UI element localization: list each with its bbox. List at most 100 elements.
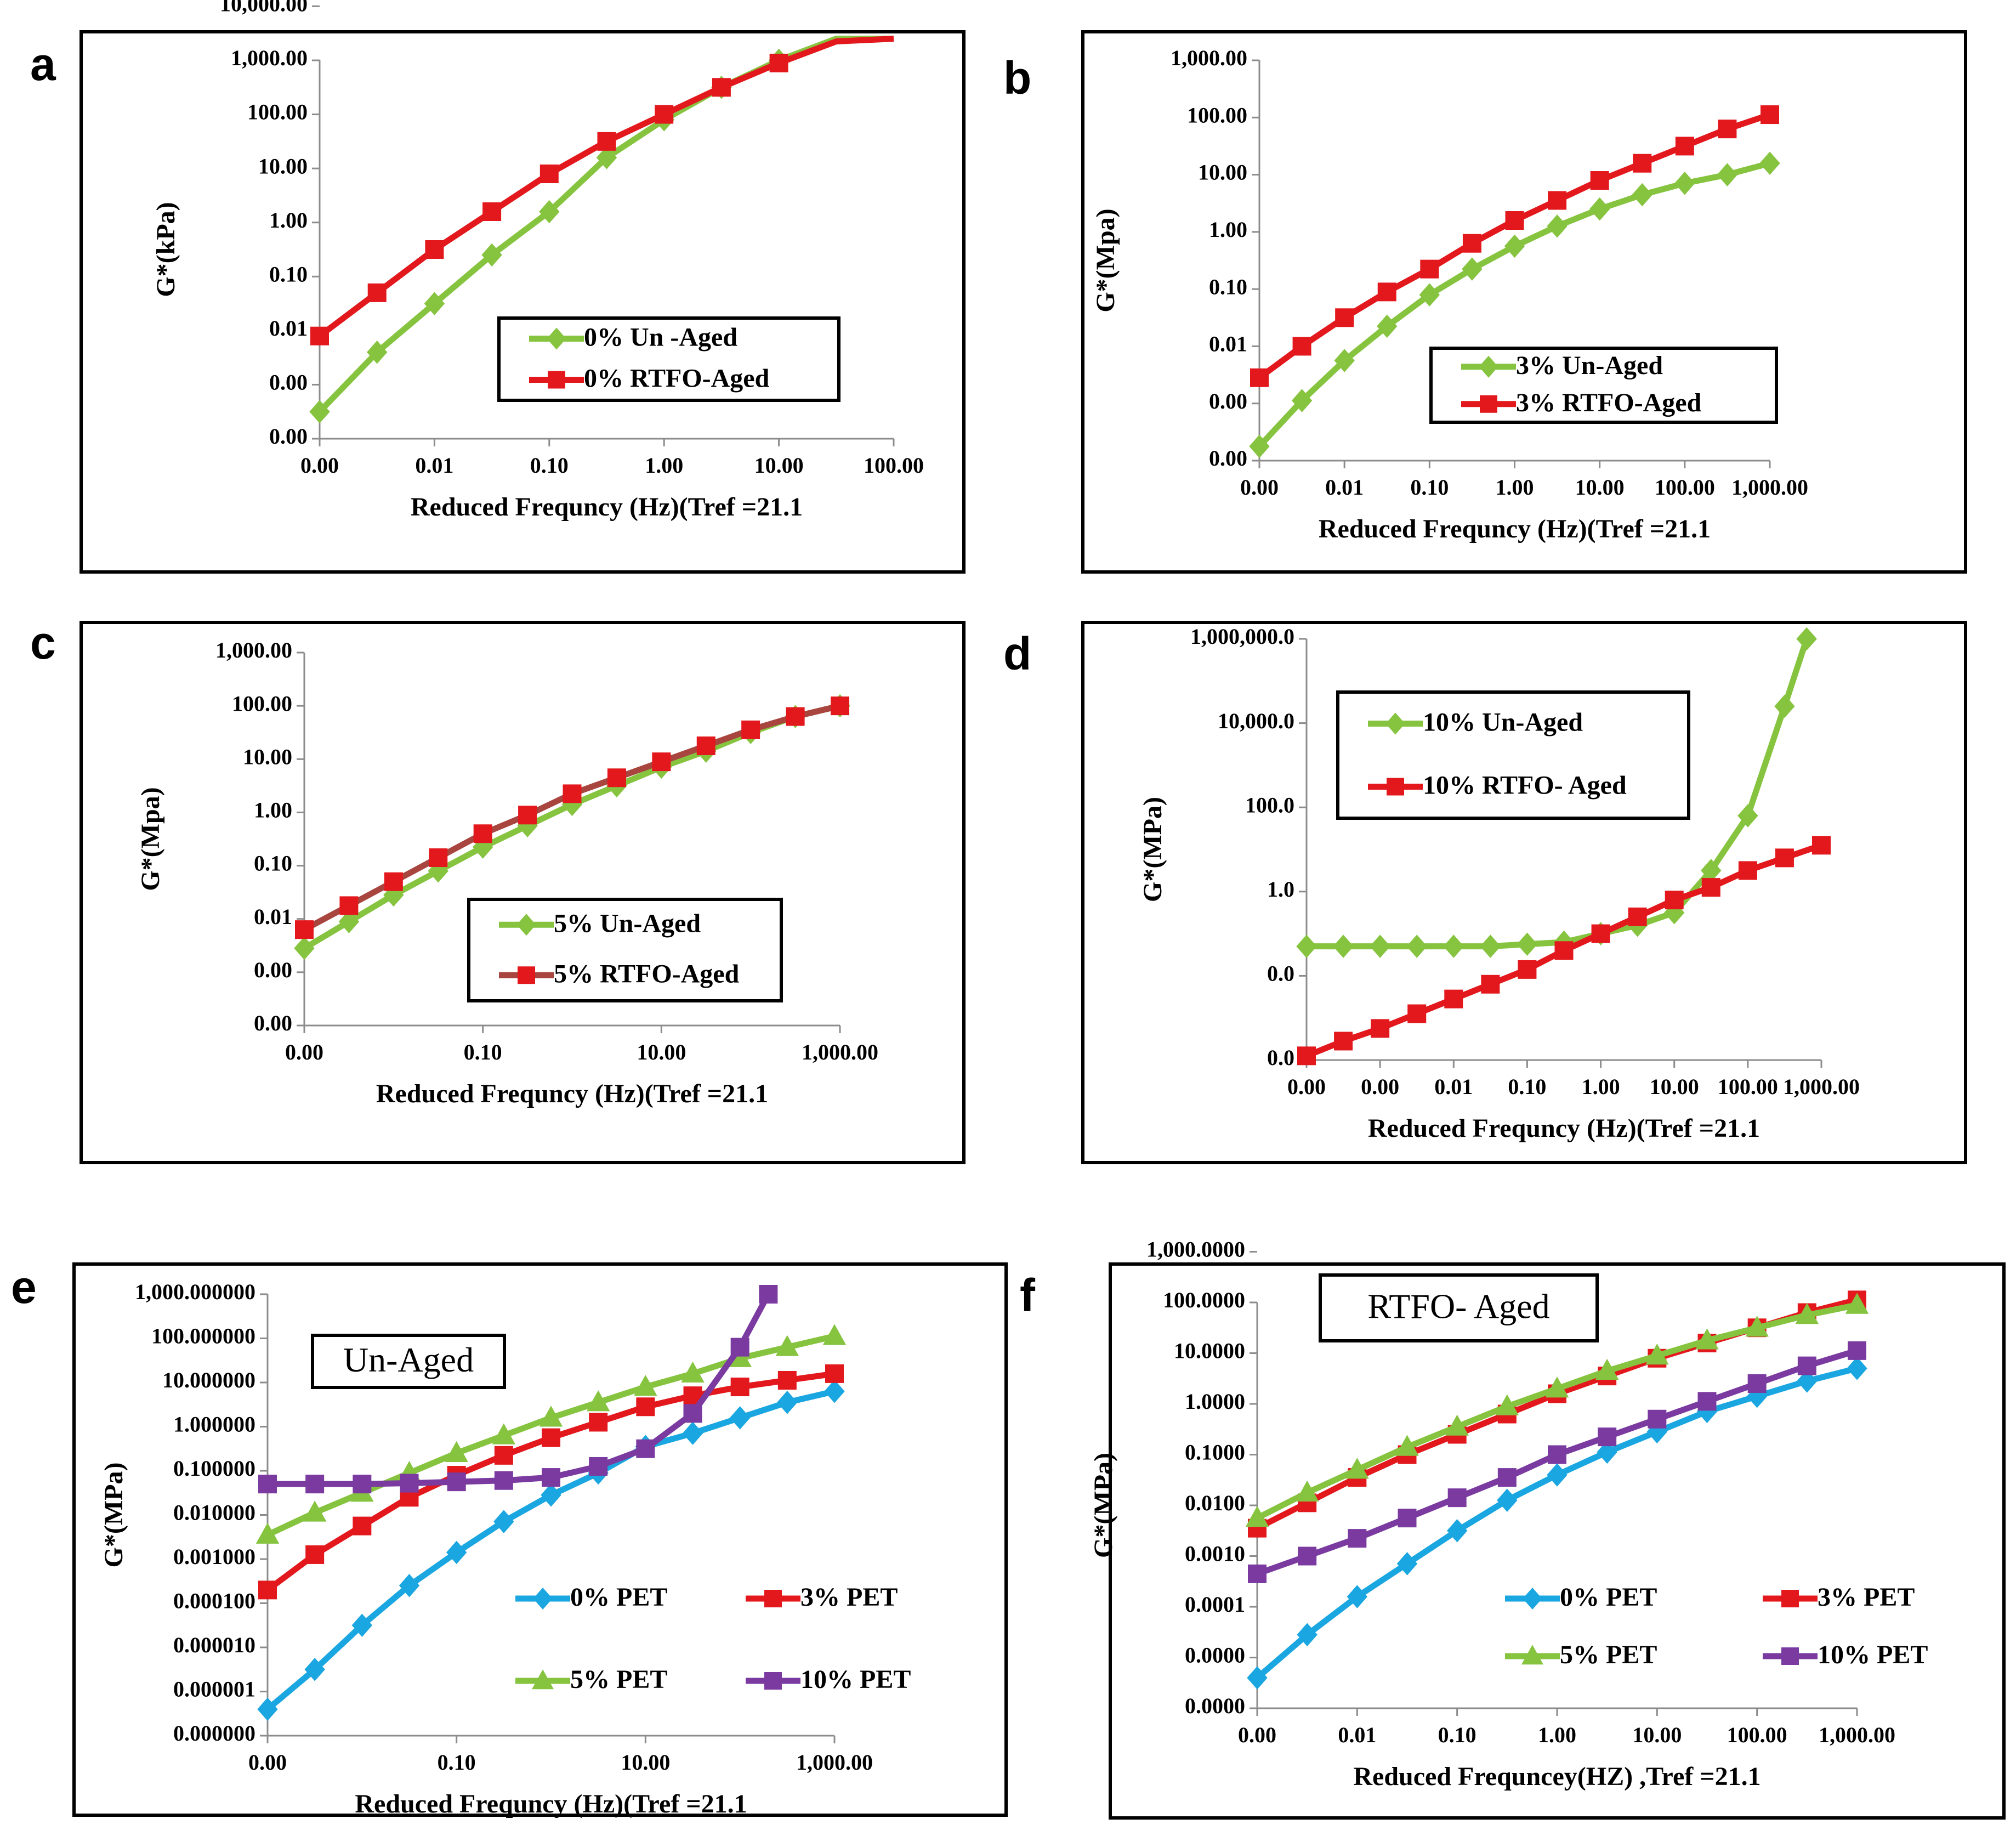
data-point: [1797, 1369, 1818, 1393]
data-point: [258, 1580, 277, 1600]
y-tick-label: 0.00: [1209, 446, 1247, 471]
y-tick-label: 10.000000: [162, 1368, 255, 1392]
data-point: [1248, 1564, 1267, 1583]
data-point: [1370, 934, 1390, 958]
legend-marker: [1480, 395, 1497, 413]
x-axis-title: Reduced Frequncy (Hz)(Tref =21.1: [376, 1079, 768, 1108]
data-point: [1462, 234, 1481, 253]
data-point: [1664, 900, 1685, 925]
data-point: [1446, 1519, 1468, 1543]
data-point: [825, 1364, 844, 1383]
data-point: [1443, 934, 1464, 958]
y-tick-label: 1.00: [254, 798, 292, 823]
data-point: [1297, 1623, 1318, 1647]
y-tick-label: 10.0000: [1174, 1339, 1245, 1363]
chart-panel-e: e0.0000000.0000010.0000100.0001000.00100…: [11, 1261, 1008, 1818]
legend-item: 10% PET: [746, 1665, 911, 1694]
data-point: [824, 1379, 845, 1403]
data-point: [1298, 1546, 1317, 1566]
legend-item: 0% PET: [1505, 1583, 1657, 1612]
data-point: [473, 824, 492, 843]
x-tick-label: 1,000.00: [802, 1040, 878, 1064]
data-point: [729, 1406, 751, 1430]
y-tick-label: 0.0001: [1185, 1592, 1245, 1617]
data-point: [1447, 1488, 1467, 1508]
panel-letter: f: [1020, 1270, 1036, 1321]
data-point: [367, 341, 388, 364]
series-2: [1245, 1293, 1869, 1527]
legend-item: 0% RTFO-Aged: [529, 364, 770, 393]
y-tick-label: 1,000.00: [231, 46, 308, 70]
legend-marker: [1385, 712, 1405, 735]
y-tick-label: 1.0: [1267, 877, 1294, 902]
data-point: [1737, 804, 1758, 828]
legend-item: 5% Un-Aged: [499, 909, 701, 938]
data-point: [636, 1439, 655, 1458]
data-point: [1333, 934, 1354, 958]
data-point: [1812, 836, 1831, 855]
data-point: [1674, 171, 1695, 195]
legend-marker: [547, 327, 566, 350]
x-tick-label: 0.01: [1325, 475, 1364, 500]
data-point: [1497, 1468, 1517, 1487]
x-tick-label: 1.00: [645, 453, 683, 478]
legend: 0% PET 3% PET 5% PET 10% PET: [515, 1583, 911, 1694]
data-point: [741, 720, 760, 739]
data-point: [1480, 934, 1501, 958]
y-axis-title: G*(Mpa): [1091, 208, 1120, 312]
chart-panel-a: a 0.00 0.00 0.01 0.10 1.00 10.00 100.00 1,000.00…: [30, 0, 966, 574]
y-tick-label: 0.0000: [1185, 1693, 1245, 1718]
data-point: [1297, 1046, 1316, 1066]
data-point: [1554, 941, 1574, 960]
data-point: [384, 872, 403, 891]
legend-item: 10% PET: [1763, 1640, 1928, 1669]
x-tick-label: 1,000.00: [1783, 1074, 1860, 1099]
x-axis-title: Reduced Frequncy (Hz)(Tref =21.1: [411, 492, 803, 522]
data-point: [1632, 183, 1652, 207]
y-tick-label: 0.0000: [1185, 1643, 1245, 1668]
data-point: [518, 806, 537, 825]
y-tick-label: 0.000100: [173, 1589, 255, 1613]
x-tick-label: 0.00: [285, 1040, 323, 1064]
legend: 5% Un-Aged 5% RTFO-Aged: [467, 898, 783, 1002]
y-tick-label: 0.10: [269, 262, 308, 286]
x-tick-label: 1.00: [1538, 1723, 1576, 1747]
y-tick-label: 0.001000: [173, 1544, 255, 1569]
data-point: [1797, 1356, 1816, 1375]
legend-label: 3% Un-Aged: [1516, 351, 1663, 380]
legend-label: 0% PET: [1560, 1583, 1657, 1612]
data-point: [1591, 924, 1610, 943]
legend-label: 3% RTFO-Aged: [1516, 388, 1702, 417]
data-point: [494, 1471, 513, 1490]
legend-item: 10% RTFO- Aged: [1368, 771, 1627, 800]
data-point: [1334, 1032, 1353, 1051]
chart-frame: [1081, 621, 1967, 1164]
data-point: [447, 1472, 466, 1492]
data-point: [1695, 1328, 1719, 1350]
data-point: [1371, 1019, 1390, 1038]
data-point: [258, 1475, 277, 1494]
panel-letter: e: [11, 1261, 37, 1313]
data-point: [728, 1346, 752, 1367]
x-tick-label: 100.00: [1718, 1074, 1778, 1099]
data-point: [1745, 1316, 1769, 1337]
x-tick-label: 100.00: [864, 453, 924, 478]
legend-label: 0% RTFO-Aged: [584, 364, 770, 393]
data-point: [1738, 861, 1757, 880]
data-point: [305, 1545, 325, 1564]
data-point: [425, 240, 444, 259]
data-point: [481, 243, 502, 267]
data-point: [777, 1390, 798, 1414]
legend-label: 5% PET: [1560, 1640, 1657, 1669]
x-tick-label: 0.10: [438, 1750, 476, 1775]
y-tick-label: 0.01: [1209, 332, 1247, 356]
data-point: [539, 1406, 563, 1427]
legend-label: 5% RTFO-Aged: [554, 959, 740, 988]
data-point: [305, 1475, 325, 1494]
data-point: [769, 53, 788, 72]
data-point: [1481, 975, 1500, 994]
series-3: [1248, 1341, 1866, 1583]
data-point: [1747, 1374, 1767, 1393]
data-point: [1845, 1293, 1869, 1314]
data-point: [1701, 878, 1720, 897]
